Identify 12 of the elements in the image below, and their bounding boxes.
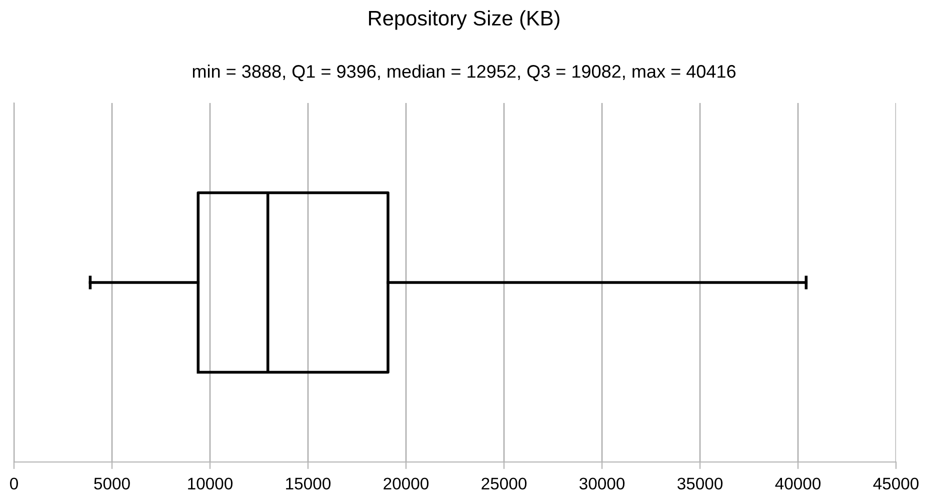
x-tick-label: 20000 <box>384 478 429 490</box>
chart-subtitle: min = 3888, Q1 = 9396, median = 12952, Q3 = 19082, max = 40416 <box>192 64 736 82</box>
x-tick-label: 5000 <box>94 478 130 490</box>
x-tick-label: 30000 <box>579 478 625 490</box>
x-tick-label: 25000 <box>482 478 527 490</box>
x-tick-label: 10000 <box>188 478 233 490</box>
x-tick-label: 40000 <box>775 478 821 490</box>
x-tick-label: 35000 <box>677 478 723 490</box>
chart-title: Repository Size (KB) <box>369 10 560 30</box>
x-tick-label: 15000 <box>286 478 331 490</box>
x-tick-label: 0 <box>10 478 18 490</box>
x-tick-label: 45000 <box>873 478 919 490</box>
